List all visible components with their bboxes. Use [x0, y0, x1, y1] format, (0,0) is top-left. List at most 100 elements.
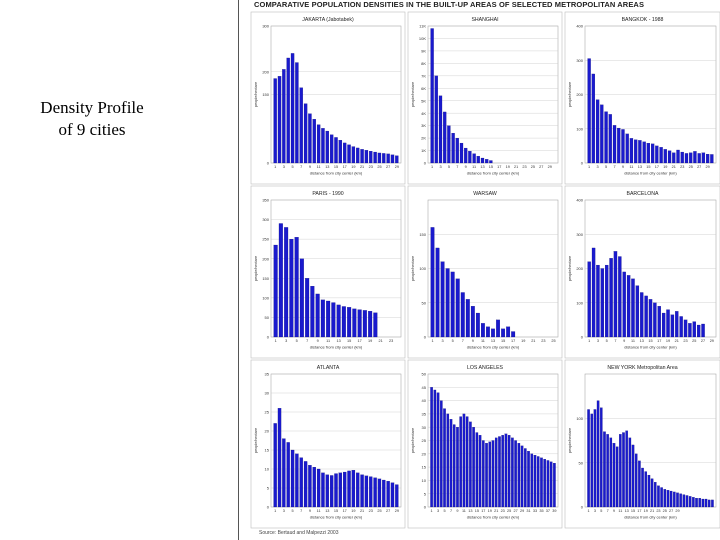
bar — [364, 150, 369, 164]
bar — [469, 421, 472, 508]
bar — [663, 489, 667, 508]
bar — [465, 416, 469, 508]
bar — [631, 444, 635, 508]
x-tick-label: 7 — [462, 339, 464, 343]
bar — [282, 438, 286, 508]
x-tick-label: 3 — [283, 509, 285, 513]
x-axis-label: distance from city center (km) — [624, 345, 677, 350]
y-tick-label: 5K — [421, 98, 426, 103]
bar — [669, 490, 673, 508]
y-tick-label: 50 — [265, 315, 270, 320]
bar — [488, 441, 492, 508]
x-tick-label: 19 — [666, 339, 670, 343]
y-tick-label: 0 — [581, 335, 584, 340]
bar — [475, 312, 480, 338]
x-tick-label: 11 — [317, 509, 321, 513]
y-tick-label: 150 — [262, 276, 269, 281]
chart-los-angeles: LOS ANGELES05101520253035404550people/he… — [407, 359, 563, 529]
bar — [603, 431, 606, 508]
x-tick-label: 25 — [377, 165, 381, 169]
y-tick-label: 300 — [576, 232, 583, 237]
y-tick-label: 30 — [422, 425, 427, 430]
bar — [286, 442, 290, 508]
bar — [701, 152, 706, 164]
bar — [593, 409, 597, 508]
bar — [377, 152, 382, 164]
bar — [341, 306, 346, 338]
y-tick-label: 100 — [262, 295, 269, 300]
x-tick-label: 17 — [511, 339, 515, 343]
x-tick-label: 9 — [465, 165, 467, 169]
y-tick-label: 250 — [262, 237, 269, 242]
x-tick-label: 21 — [360, 165, 364, 169]
bar — [316, 468, 321, 508]
bar — [362, 310, 367, 338]
x-tick-label: 35 — [539, 509, 543, 513]
bar — [440, 400, 443, 508]
x-tick-label: 29 — [395, 509, 399, 513]
bar — [430, 387, 433, 508]
bar — [511, 331, 516, 338]
bar — [277, 408, 282, 508]
bar — [447, 125, 451, 164]
bar — [644, 471, 647, 508]
x-tick-label: 15 — [501, 339, 505, 343]
bar — [504, 433, 508, 508]
x-tick-label: 27 — [513, 509, 517, 513]
bar — [443, 408, 446, 508]
x-tick-label: 27 — [701, 339, 705, 343]
y-tick-label: 10 — [265, 467, 270, 472]
bar — [308, 465, 312, 508]
bar — [472, 427, 475, 508]
x-tick-label: 21 — [531, 339, 535, 343]
bar — [663, 149, 667, 164]
bar — [464, 147, 468, 164]
chart-title: SHANGHAI — [471, 17, 498, 23]
bar — [596, 264, 600, 338]
chart-title: BANGKOK - 1988 — [622, 17, 664, 23]
x-tick-label: 25 — [692, 339, 696, 343]
bar — [290, 53, 295, 164]
bar — [659, 147, 663, 164]
x-tick-label: 21 — [514, 165, 518, 169]
bar — [277, 76, 282, 164]
bar — [315, 293, 320, 338]
bar — [273, 423, 277, 508]
x-tick-label: 15 — [648, 339, 652, 343]
bar — [553, 463, 556, 508]
caption-line-2: of 9 cities — [58, 120, 126, 139]
bar — [364, 475, 369, 508]
x-tick-label: 15 — [347, 339, 351, 343]
bar — [634, 453, 638, 508]
y-tick-label: 15 — [265, 448, 270, 453]
bar — [289, 239, 294, 338]
x-tick-label: 17 — [481, 509, 485, 513]
y-tick-label: 200 — [576, 92, 583, 97]
bar — [303, 103, 308, 164]
bar — [316, 124, 321, 164]
bar — [615, 446, 619, 508]
x-tick-label: 11 — [326, 339, 330, 343]
chart-shanghai: SHANGHAI 0 1K 2K 3K 4K 5K 6K 7K 8K 9K 10K 11K people/… — [407, 11, 563, 185]
bar — [650, 478, 654, 508]
bar — [481, 323, 485, 338]
x-tick-label: 5 — [605, 165, 607, 169]
y-tick-label: 35 — [422, 412, 427, 417]
bar — [312, 119, 316, 164]
bar — [491, 328, 495, 338]
bar — [648, 299, 653, 338]
bar — [347, 144, 351, 164]
y-tick-label: 25 — [422, 438, 427, 443]
x-tick-label: 5 — [443, 509, 445, 513]
bar — [390, 482, 395, 508]
x-tick-label: 19 — [351, 165, 355, 169]
x-tick-label: 1 — [431, 339, 433, 343]
bar — [546, 460, 550, 508]
x-tick-label: 7 — [300, 509, 302, 513]
bar — [438, 95, 443, 164]
bar — [682, 494, 686, 508]
bar — [514, 440, 517, 508]
x-tick-label: 13 — [625, 509, 629, 513]
y-tick-label: 40 — [422, 398, 427, 403]
bar — [430, 28, 434, 164]
